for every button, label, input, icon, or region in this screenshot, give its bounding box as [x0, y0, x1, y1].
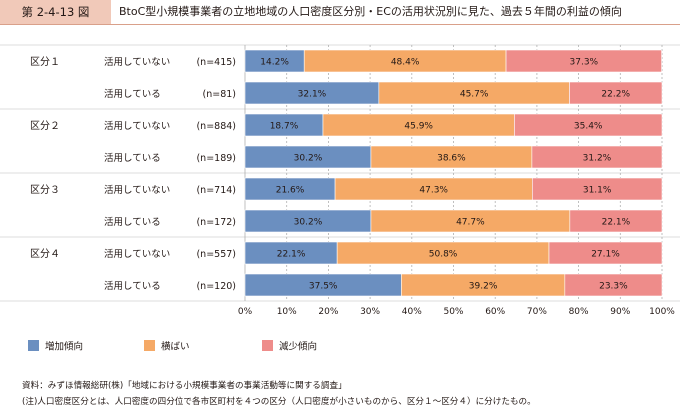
x-tick-label: 30%	[360, 307, 380, 317]
bar-value-label: 47.7%	[456, 218, 485, 228]
row-n-label: (n=120)	[196, 281, 236, 292]
bar-value-label: 35.4%	[574, 122, 603, 132]
bar-value-label: 45.9%	[404, 122, 433, 132]
legend-label: 減少傾向	[279, 341, 317, 353]
bar-value-label: 38.6%	[437, 154, 466, 164]
group-label: 区分４	[30, 248, 60, 260]
row-n-label: (n=172)	[196, 217, 236, 228]
source-note: 資料：みずほ情報総研(株)「地域における小規模事業者の事業活動等に関する調査」	[22, 381, 347, 391]
bar-value-label: 50.8%	[429, 250, 458, 260]
bar-value-label: 39.2%	[469, 282, 498, 292]
legend-label: 横ばい	[161, 341, 190, 353]
definition-note: (注)人口密度区分とは、人口密度の四分位で各市区町村を４つの区分（人口密度が小さ…	[22, 397, 536, 407]
row-n-label: (n=557)	[196, 249, 236, 260]
figure-label: 第 2-4-13 図	[0, 0, 111, 24]
row-status-label: 活用している	[104, 152, 161, 164]
row-status-label: 活用している	[104, 216, 161, 228]
x-tick-label: 10%	[277, 307, 297, 317]
bar-value-label: 30.2%	[294, 218, 323, 228]
row-n-label: (n=81)	[203, 89, 236, 100]
bar-value-label: 14.2%	[260, 58, 289, 68]
x-tick-label: 70%	[527, 307, 547, 317]
row-status-label: 活用していない	[104, 184, 170, 196]
bar-value-label: 23.3%	[599, 282, 628, 292]
x-tick-label: 50%	[443, 307, 463, 317]
bar-segment-3	[505, 49, 662, 73]
row-n-label: (n=884)	[196, 121, 236, 132]
bar-segment-3	[532, 177, 663, 201]
bar-segment-3	[564, 273, 663, 297]
row-status-label: 活用している	[104, 88, 161, 100]
bar-value-label: 45.7%	[460, 90, 489, 100]
x-tick-label: 90%	[610, 307, 630, 317]
row-n-label: (n=189)	[196, 153, 236, 164]
bar-value-label: 31.1%	[583, 186, 612, 196]
bar-value-label: 37.3%	[570, 58, 599, 68]
row-n-label: (n=415)	[196, 57, 236, 68]
header-rule	[0, 24, 680, 25]
bar-segment-3	[514, 113, 663, 137]
bar-value-label: 32.1%	[298, 90, 327, 100]
row-status-label: 活用していない	[104, 248, 170, 260]
x-tick-label: 100%	[649, 307, 675, 317]
bar-value-label: 48.4%	[391, 58, 420, 68]
group-label: 区分３	[30, 184, 60, 196]
bar-value-label: 22.1%	[602, 218, 631, 228]
bar-segment-3	[569, 209, 663, 233]
bar-value-label: 22.1%	[277, 250, 306, 260]
legend-swatch	[144, 340, 155, 351]
group-label: 区分１	[30, 56, 60, 68]
legend-label: 増加傾向	[45, 341, 83, 353]
bar-segment-3	[531, 145, 663, 169]
group-label: 区分２	[30, 120, 60, 132]
row-status-label: 活用していない	[104, 120, 170, 132]
bar-value-label: 47.3%	[419, 186, 448, 196]
legend-swatch	[28, 340, 39, 351]
bar-value-label: 27.1%	[591, 250, 620, 260]
bar-segment-3	[569, 81, 663, 105]
bar-value-label: 21.6%	[276, 186, 305, 196]
bar-value-label: 18.7%	[270, 122, 299, 132]
bar-value-label: 22.2%	[601, 90, 630, 100]
figure-title: BtoC型小規模事業者の立地地域の人口密度区分別・ECの活用状況別に見た、過去５…	[119, 5, 622, 18]
x-tick-label: 60%	[485, 307, 505, 317]
bar-value-label: 30.2%	[294, 154, 323, 164]
x-tick-label: 80%	[569, 307, 589, 317]
x-tick-label: 0%	[238, 307, 253, 317]
bar-value-label: 37.5%	[309, 282, 338, 292]
x-tick-label: 20%	[318, 307, 338, 317]
bar-segment-3	[548, 241, 663, 265]
x-tick-label: 40%	[402, 307, 422, 317]
bar-value-label: 31.2%	[583, 154, 612, 164]
row-status-label: 活用していない	[104, 56, 170, 68]
row-status-label: 活用している	[104, 280, 161, 292]
legend-swatch	[262, 340, 273, 351]
row-n-label: (n=714)	[196, 185, 236, 196]
